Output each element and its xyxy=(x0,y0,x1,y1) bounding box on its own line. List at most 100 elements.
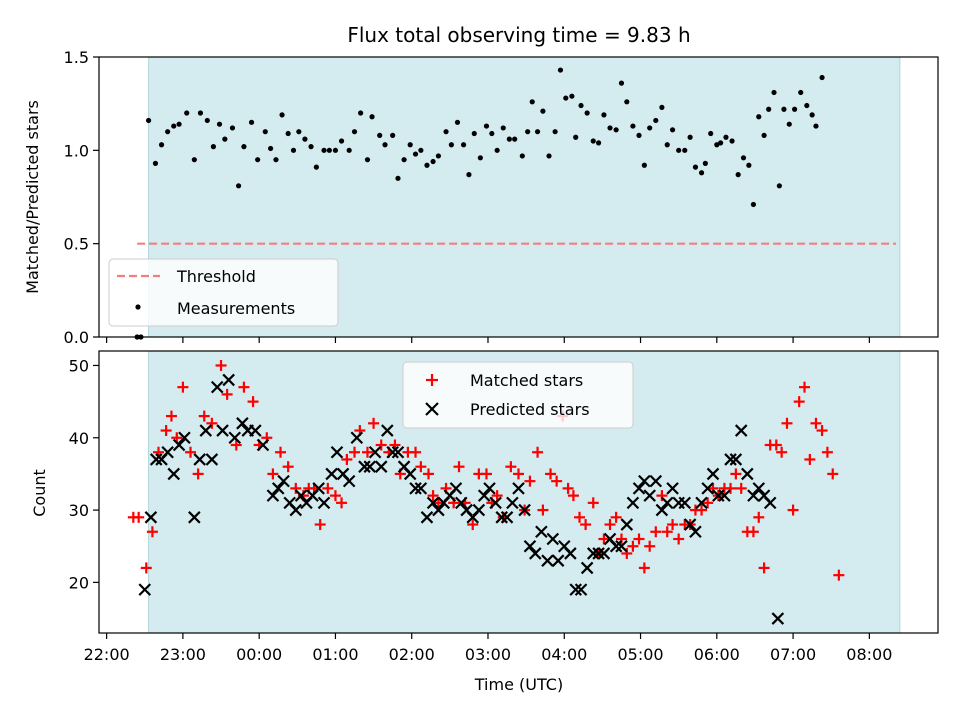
legend-measurements-marker xyxy=(135,304,141,310)
predicted-stars-point xyxy=(752,482,766,495)
predicted-stars-point xyxy=(506,496,519,510)
bottom-legend: Matched stars Predicted stars xyxy=(402,361,634,429)
measurements-point xyxy=(216,121,223,127)
matched-stars-point xyxy=(638,562,650,574)
matched-stars-point xyxy=(827,468,839,480)
measurements-point xyxy=(395,175,401,181)
matched-stars-point xyxy=(821,446,833,458)
measurements-point xyxy=(430,158,436,165)
measurements-point xyxy=(682,147,688,153)
matched-stars-point xyxy=(467,519,479,531)
predicted-stars-point xyxy=(144,511,158,524)
predicted-stars-point xyxy=(695,496,708,510)
matched-stars-point xyxy=(650,526,662,538)
matched-stars-point xyxy=(673,533,685,545)
predicted-stars-point xyxy=(271,482,285,495)
matched-stars-point xyxy=(781,417,793,429)
matched-stars-point xyxy=(532,446,544,458)
measurements-point xyxy=(735,172,741,178)
x-tick-label: 08:00 xyxy=(846,645,892,664)
measurements-point xyxy=(382,142,388,148)
measurements-point xyxy=(273,157,279,163)
measurements-point xyxy=(483,123,490,129)
predicted-stars-point xyxy=(564,547,577,560)
measurements-point xyxy=(813,123,819,129)
measurements-point xyxy=(500,125,506,131)
measurements-point xyxy=(809,112,815,118)
measurements-point xyxy=(377,132,383,138)
top-y-ticks: 0.0 0.5 1.0 1.5 xyxy=(64,48,99,347)
measurements-point xyxy=(584,110,590,116)
matched-stars-point xyxy=(725,482,737,494)
x-tick-label: 04:00 xyxy=(541,645,587,664)
legend-matched-label: Matched stars xyxy=(470,371,583,390)
predicted-stars-point xyxy=(368,445,382,459)
measurements-point xyxy=(781,106,787,112)
measurements-point xyxy=(204,117,210,124)
top-panel: 0.0 0.5 1.0 1.5 Matched/Predicted stars Thr… xyxy=(23,48,939,347)
measurements-point xyxy=(552,129,558,135)
predicted-stars-point xyxy=(199,424,213,437)
matched-stars-point xyxy=(770,439,782,451)
matched-stars-point xyxy=(656,490,668,502)
measurements-point xyxy=(171,123,177,129)
measurements-point xyxy=(534,129,541,135)
predicted-stars-point xyxy=(455,496,468,510)
matched-stars-point xyxy=(290,482,302,494)
measurements-point xyxy=(222,136,228,142)
measurements-point xyxy=(557,67,564,73)
measurements-point xyxy=(332,147,339,153)
predicted-stars-point xyxy=(551,554,565,567)
bottom-plot-content xyxy=(127,359,845,625)
matched-stars-point xyxy=(238,381,250,393)
measurements-point xyxy=(290,147,297,153)
predicted-stars-point xyxy=(546,532,560,546)
predicted-stars-point xyxy=(741,467,754,481)
predicted-stars-point xyxy=(763,496,777,510)
predicted-stars-point xyxy=(449,482,463,495)
measurements-point xyxy=(477,155,483,161)
measurements-point xyxy=(519,153,525,159)
predicted-stars-point xyxy=(350,431,364,445)
measurements-point xyxy=(466,172,472,178)
predicted-stars-point xyxy=(626,496,640,510)
measurements-point xyxy=(235,183,242,189)
predicted-stars-point xyxy=(655,503,669,517)
predicted-stars-point xyxy=(512,482,525,495)
predicted-stars-point xyxy=(724,453,737,466)
top-x-ticks xyxy=(106,337,870,343)
predicted-stars-point xyxy=(666,482,679,495)
matched-stars-point xyxy=(361,446,373,458)
measurements-point xyxy=(618,80,625,86)
measurements-point xyxy=(698,170,705,176)
matched-stars-point xyxy=(816,425,828,437)
predicted-stars-point xyxy=(289,503,303,517)
measurements-point xyxy=(390,132,396,138)
measurements-point xyxy=(285,130,291,137)
measurements-point xyxy=(268,145,274,152)
measurements-point xyxy=(687,134,693,140)
measurements-point xyxy=(407,142,413,148)
predicted-stars-point xyxy=(403,467,417,481)
measurements-point xyxy=(708,130,714,137)
predicted-stars-point xyxy=(541,554,554,567)
measurements-point xyxy=(804,102,810,109)
matched-stars-point xyxy=(267,468,279,480)
x-axis-label: Time (UTC) xyxy=(474,675,563,694)
measurements-point xyxy=(454,119,461,125)
measurements-point xyxy=(435,153,442,159)
predicted-stars-point xyxy=(477,489,491,502)
predicted-stars-point xyxy=(358,460,371,473)
matched-stars-point xyxy=(349,446,361,458)
predicted-stars-point xyxy=(597,547,611,560)
matched-stars-point xyxy=(453,461,465,473)
top-plot-content xyxy=(134,67,897,340)
matched-stars-point xyxy=(432,497,444,509)
matched-stars-point xyxy=(275,446,287,458)
measurements-point xyxy=(351,129,358,135)
measurements-point xyxy=(448,142,454,148)
bottom-panel: 20 30 40 50 22:00 23:00 00:00 01:00 02:00 03:00 0… xyxy=(30,350,939,694)
matched-stars-point xyxy=(567,490,579,502)
matched-stars-point xyxy=(221,388,233,400)
measurements-point xyxy=(819,74,825,81)
